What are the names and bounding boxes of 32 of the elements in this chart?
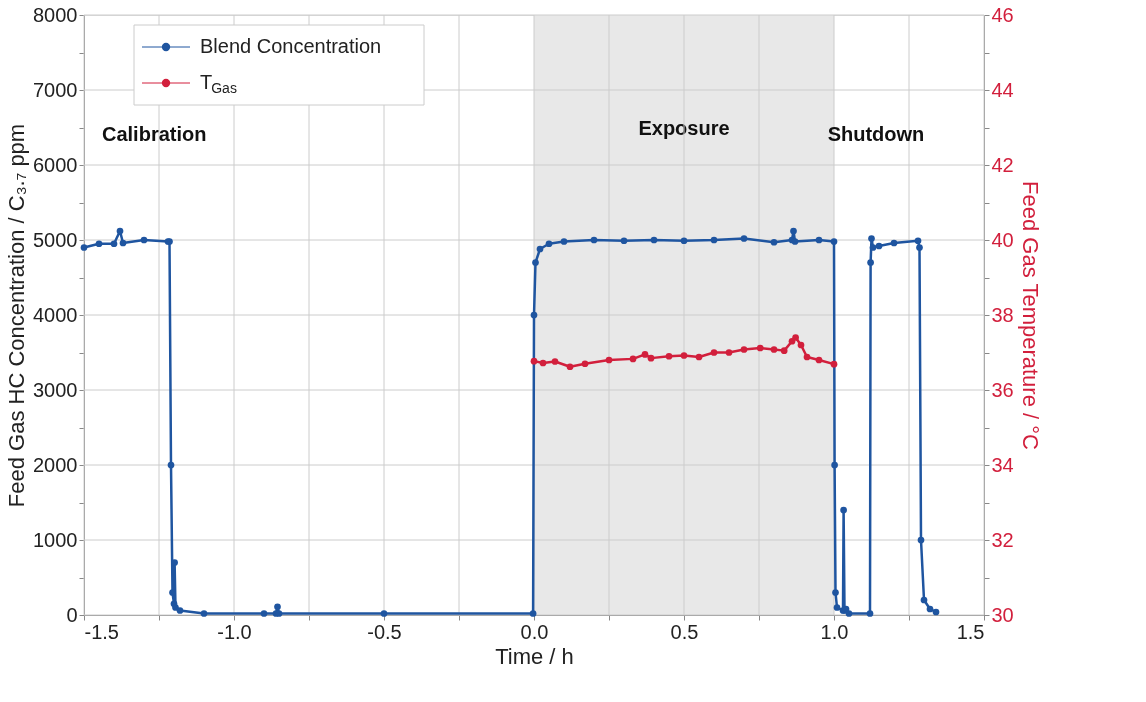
y2-tick-label: 46 [991, 3, 1014, 26]
y2-tick-label: 38 [991, 303, 1014, 326]
y-tick-label: 0 [66, 603, 78, 626]
annotation: Shutdown [827, 123, 925, 145]
x-tick-label: -1.5 [84, 620, 119, 643]
y-tick-label: 2000 [33, 453, 78, 476]
y-tick-label: 5000 [33, 228, 78, 251]
y-tick-label: 3000 [33, 378, 78, 401]
x-tick-label: 0.5 [670, 620, 699, 643]
x-tick-label: 0.0 [520, 620, 549, 643]
y2-tick-label: 40 [991, 228, 1014, 251]
x-tick-label: 1.5 [956, 620, 985, 643]
annotation: Calibration [102, 123, 207, 145]
y2-tick-label: 42 [991, 153, 1014, 176]
x-tick-label: 1.0 [820, 620, 849, 643]
legend-label: Blend Concentration [200, 35, 382, 57]
band-label: Exposure [638, 117, 730, 139]
x-tick-label: -1.0 [217, 620, 252, 643]
y2-tick-label: 32 [991, 528, 1014, 551]
y-tick-label: 8000 [33, 3, 78, 26]
y-tick-label: 6000 [33, 153, 78, 176]
y2-tick-label: 30 [991, 603, 1014, 626]
y-tick-label: 1000 [33, 528, 78, 551]
y2-axis-title: Feed Gas Temperature / °C [1017, 181, 1043, 451]
y2-tick-label: 44 [991, 78, 1014, 101]
x-tick-label: -0.5 [367, 620, 402, 643]
y-axis-title: Feed Gas HC Concentration / C₃.₇ ppm [4, 123, 30, 508]
y-tick-label: 4000 [33, 303, 78, 326]
y-tick-label: 7000 [33, 78, 78, 101]
y2-tick-label: 34 [991, 453, 1014, 476]
y2-tick-label: 36 [991, 378, 1014, 401]
x-axis-title: Time / h [495, 643, 574, 669]
